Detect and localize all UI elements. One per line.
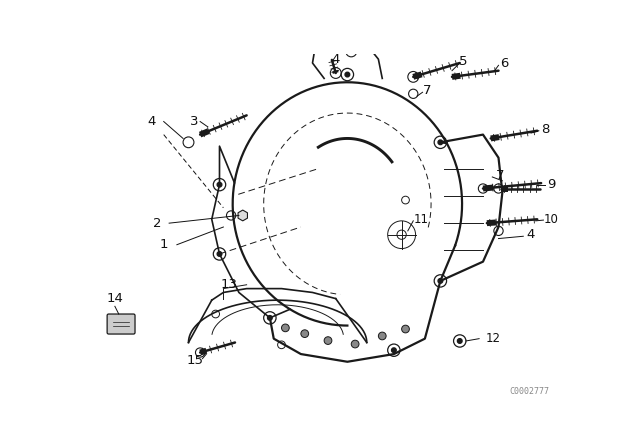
Text: 11: 11 [413, 213, 429, 226]
Circle shape [217, 252, 222, 256]
Text: 4: 4 [147, 115, 156, 128]
Circle shape [351, 340, 359, 348]
Text: 13: 13 [220, 278, 237, 291]
Circle shape [345, 72, 349, 77]
Text: 3: 3 [191, 115, 199, 128]
Circle shape [268, 315, 272, 320]
Text: 12: 12 [486, 332, 500, 345]
Circle shape [438, 279, 443, 283]
Text: 4: 4 [332, 53, 340, 66]
Text: 1: 1 [159, 238, 168, 251]
Circle shape [301, 330, 308, 337]
Circle shape [324, 337, 332, 345]
Text: 7: 7 [423, 84, 431, 97]
Text: 7: 7 [496, 169, 504, 182]
Circle shape [438, 140, 443, 145]
Text: 14: 14 [106, 292, 124, 305]
FancyBboxPatch shape [107, 314, 135, 334]
Circle shape [217, 182, 222, 187]
Text: 4: 4 [527, 228, 535, 241]
Text: 9: 9 [547, 178, 556, 191]
Text: 15: 15 [186, 354, 204, 367]
Text: 10: 10 [544, 213, 559, 226]
Text: 8: 8 [541, 123, 549, 136]
Circle shape [378, 332, 386, 340]
Text: C0002777: C0002777 [509, 387, 550, 396]
Circle shape [392, 348, 396, 353]
Text: 2: 2 [153, 217, 162, 230]
Text: 5: 5 [460, 55, 468, 68]
Circle shape [282, 324, 289, 332]
Text: 6: 6 [500, 56, 509, 69]
Circle shape [458, 339, 462, 343]
Circle shape [402, 325, 410, 333]
